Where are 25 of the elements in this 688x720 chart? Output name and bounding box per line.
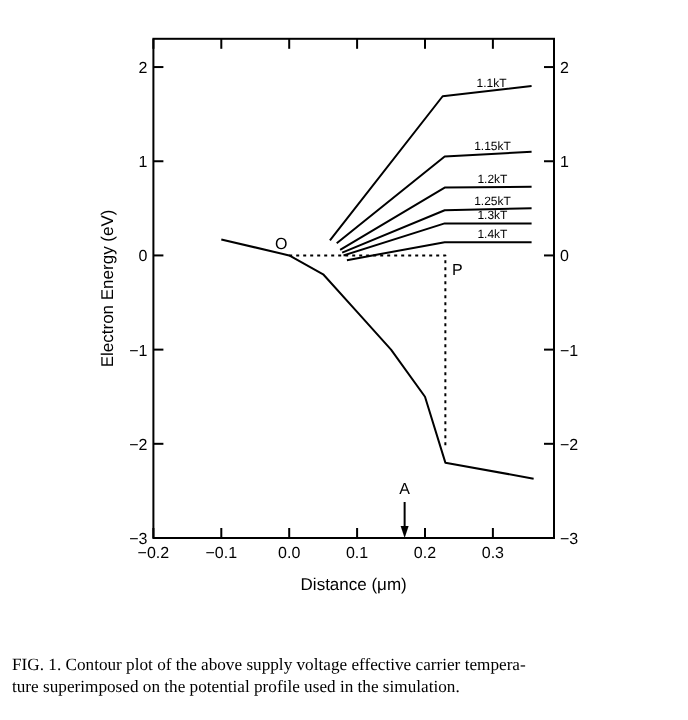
y-tick-label: −2 xyxy=(129,435,149,454)
x-tick-label: 0.0 xyxy=(278,544,302,562)
annotation: P xyxy=(452,261,463,280)
y2-tick-label: 0 xyxy=(560,247,570,266)
x-tick-label: 0.1 xyxy=(345,544,370,562)
y-tick-label: 1 xyxy=(138,153,149,172)
y2-tick-label: −3 xyxy=(560,530,580,548)
y2-tick-label: 1 xyxy=(560,153,570,172)
y-axis-title: Electron Energy (eV) xyxy=(97,209,118,368)
y-tick-label: −3 xyxy=(129,530,149,548)
y-tick-label: −1 xyxy=(129,341,149,360)
x-tick-label: −0.1 xyxy=(205,544,239,562)
ref-line-label: A xyxy=(399,480,412,498)
y2-tick-label: 2 xyxy=(560,59,570,78)
y2-tick-label: −2 xyxy=(560,435,580,454)
x-tick-label: −0.2 xyxy=(137,544,171,562)
annotation: O xyxy=(274,235,288,254)
x-tick-label: 0.2 xyxy=(413,544,438,562)
text: ture superimposed on the potential profile used in the simulation. xyxy=(12,676,460,696)
caption: FIG. 1. Contour plot of the above supply voltage effective carrier tempera- xyxy=(12,654,526,674)
y-tick-label: 0 xyxy=(138,247,149,266)
y-tick-label: 2 xyxy=(138,59,149,78)
y2-tick-label: −1 xyxy=(560,341,580,360)
x-axis-title: Distance (μm) xyxy=(300,574,408,594)
x-tick-label: 0.3 xyxy=(481,544,506,562)
